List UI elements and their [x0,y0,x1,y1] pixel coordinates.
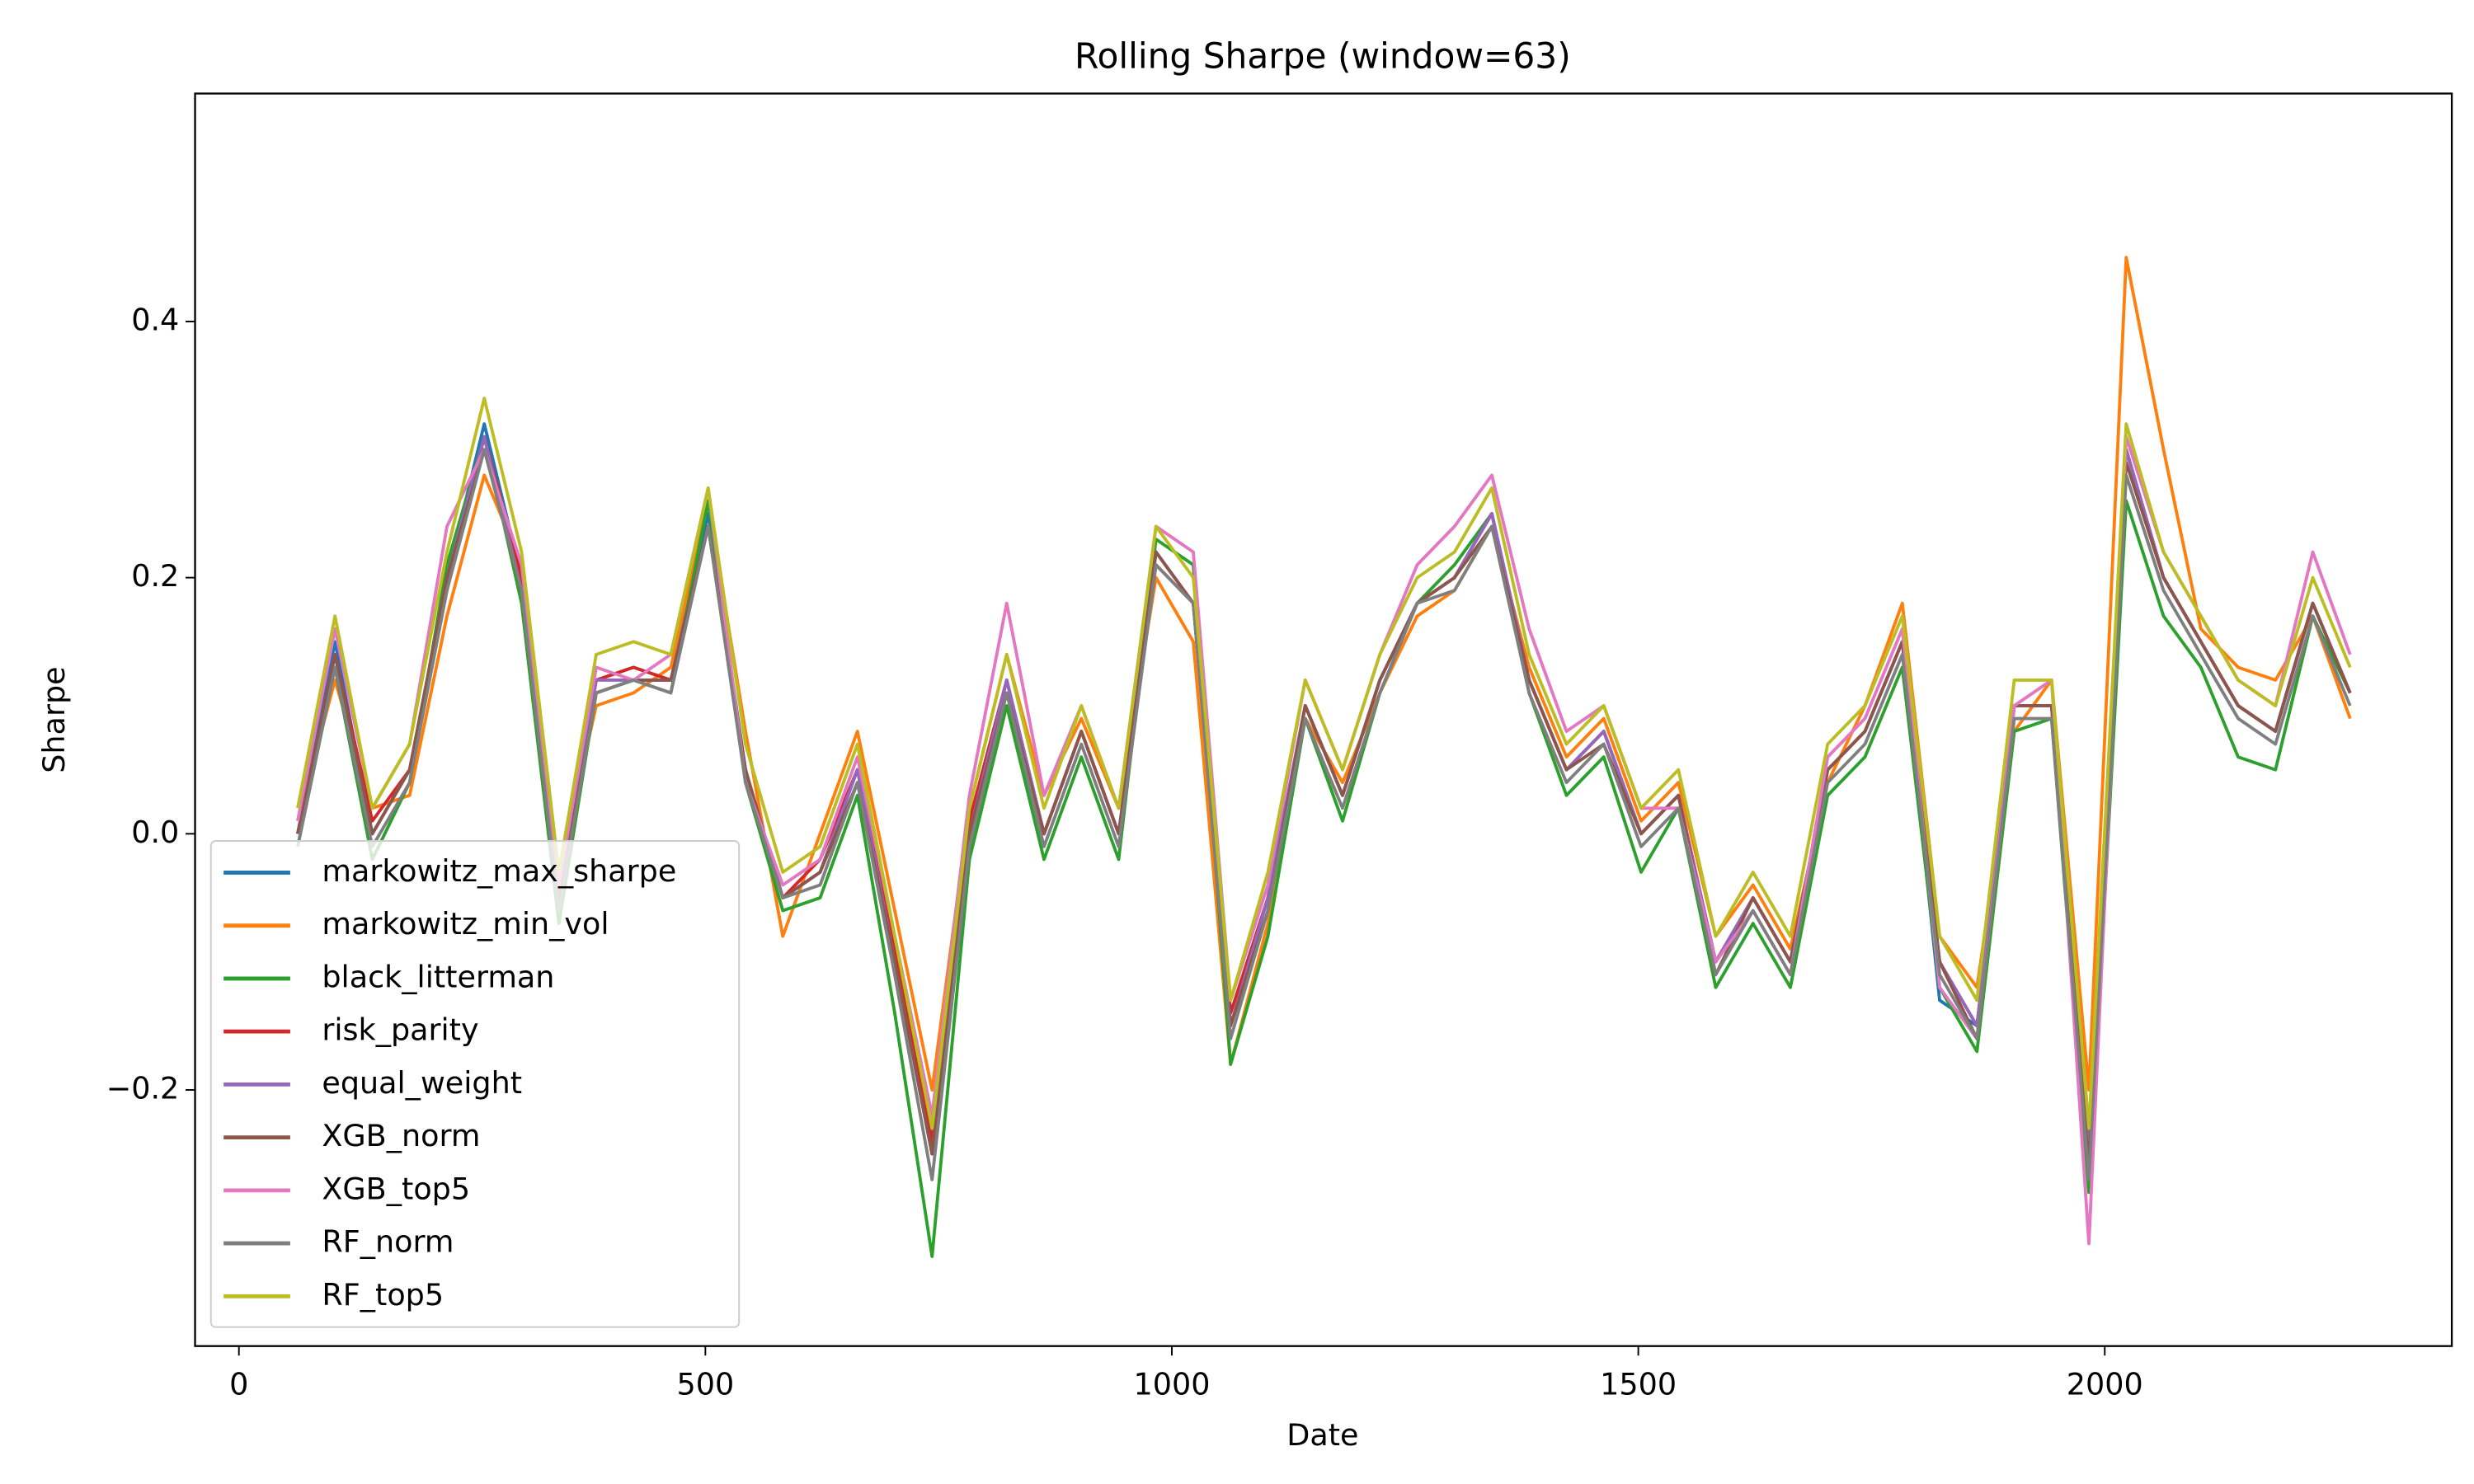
legend-label: RF_top5 [322,1277,444,1313]
y-tick-label: 0.4 [131,302,179,337]
legend-label: XGB_top5 [322,1171,470,1206]
legend-label: equal_weight [322,1065,522,1101]
x-tick-label: 1000 [1134,1366,1211,1402]
legend-label: XGB_norm [322,1118,480,1153]
x-tick-label: 0 [229,1366,248,1402]
legend-label: risk_parity [322,1012,478,1048]
y-tick-label: 0.0 [131,815,179,850]
x-tick-label: 1500 [1600,1366,1677,1402]
legend-label: markowitz_min_vol [322,906,609,942]
x-tick-label: 2000 [2067,1366,2143,1402]
legend-box [209,840,741,1328]
y-tick-label: 0.2 [131,558,179,594]
series-line [296,448,2352,1181]
y-axis-label: Sharpe [36,666,72,773]
plot-frame [194,92,2453,1347]
legend-label: markowitz_max_sharpe [322,853,676,889]
chart-title: Rolling Sharpe (window=63) [1075,36,1571,77]
y-tick-label: −0.2 [106,1071,180,1106]
x-axis-label: Date [1286,1417,1358,1453]
legend-label: black_litterman [322,959,554,994]
series-line [296,397,2352,1130]
legend-label: RF_norm [322,1224,454,1260]
x-tick-label: 500 [676,1366,734,1402]
